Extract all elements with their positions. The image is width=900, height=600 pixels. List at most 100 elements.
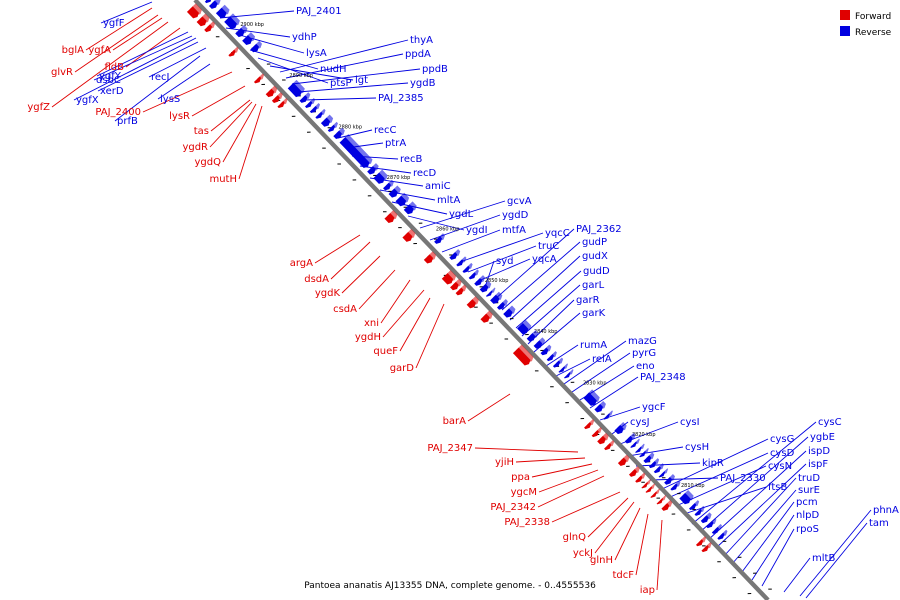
label-connector [474, 447, 579, 453]
reverse-gene-feature [643, 452, 655, 464]
reverse-gene-feature [624, 432, 636, 444]
forward-gene-feature [512, 344, 534, 366]
reverse-gene-feature [462, 262, 473, 273]
reverse-gene-label: recJ [151, 72, 170, 83]
label-connector [627, 446, 684, 457]
label-connectors [51, 1, 872, 599]
reverse-gene-label: amiC [425, 181, 451, 192]
forward-gene-feature [186, 3, 202, 19]
label-connector [380, 279, 411, 324]
forward-gene-feature [228, 46, 239, 57]
reverse-gene-feature [434, 233, 446, 244]
label-connector [531, 463, 593, 478]
reverse-gene-label: lysS [160, 94, 180, 105]
label-connector [587, 497, 629, 538]
label-connector [493, 228, 575, 301]
label-connector [191, 85, 246, 117]
gene-labels: bglA glvR ygfZ fldB ygfA PAJ_2400 lysR tas ygdR y… [27, 6, 899, 596]
forward-gene-feature [384, 210, 398, 224]
reverse-gene-label: truD [798, 473, 820, 484]
label-connector [656, 519, 663, 591]
reverse-gene-label: cysC [818, 417, 842, 428]
forward-gene-label: yckJ [573, 548, 593, 559]
reverse-gene-label: pyrG [632, 348, 656, 359]
label-connector [157, 63, 211, 100]
reverse-gene-label: ygdL [449, 209, 474, 220]
label-connector [509, 255, 581, 321]
reverse-gene-label: ppdB [422, 64, 448, 75]
reverse-gene-feature [711, 523, 722, 534]
reverse-gene-feature [533, 337, 546, 349]
reverse-gene-label: PAJ_2401 [296, 6, 342, 17]
label-connector [93, 35, 193, 81]
label-connector [783, 557, 811, 593]
reverse-gene-feature [468, 269, 479, 280]
reverse-gene-feature [639, 448, 649, 458]
label-connector [723, 477, 797, 557]
reverse-gene-label: yqcC [545, 228, 570, 239]
forward-gene-feature [635, 472, 646, 483]
reverse-gene-label: kipR [702, 458, 724, 469]
kbp-tick-label: 2900 kbp [240, 22, 264, 28]
reverse-gene-label: gudP [582, 237, 607, 248]
forward-gene-label: tdcF [612, 570, 634, 581]
reverse-gene-feature [540, 344, 552, 356]
reverse-gene-feature [242, 32, 256, 46]
reverse-gene-label: ygdB [410, 78, 436, 89]
reverse-gene-label: lgt [355, 75, 368, 86]
forward-gene-label: glnH [590, 555, 613, 566]
forward-gene-feature [277, 98, 288, 109]
label-connector [125, 27, 181, 68]
reverse-gene-feature [315, 108, 326, 119]
forward-gene-label: yjiH [495, 457, 514, 468]
reverse-gene-label: cysG [770, 434, 794, 445]
reverse-gene-feature [327, 121, 338, 132]
reverse-gene-feature [299, 92, 311, 103]
reverse-gene-label: ppdA [405, 49, 431, 60]
label-connector [100, 1, 153, 24]
kbp-tick-label: 2830 kbp [583, 381, 607, 387]
kbp-tick-label: 2810 kbp [681, 483, 705, 489]
label-connector [112, 17, 163, 51]
forward-gene-label: iap [640, 585, 655, 596]
forward-gene-feature [265, 85, 278, 98]
reverse-gene-label: cysH [685, 442, 709, 453]
reverse-gene-feature [485, 287, 496, 297]
label-connector [96, 31, 189, 77]
reverse-gene-feature [546, 351, 557, 362]
label-connector [571, 352, 631, 393]
reverse-gene-feature [224, 13, 240, 30]
forward-gene-feature [656, 495, 667, 505]
label-connector [614, 507, 641, 561]
kbp-tick-label: 2870 kbp [387, 175, 411, 181]
reverse-gene-feature [635, 443, 645, 453]
label-connector [358, 269, 396, 310]
forward-gene-label: ygdQ [195, 157, 222, 168]
label-connector [545, 344, 579, 367]
genome-axis: 2900 kbp 2890 kbp 2880 kbp 2870 kbp 2860 kbp… [193, 0, 772, 600]
reverse-gene-feature [388, 185, 401, 198]
axis-line [193, 0, 770, 600]
forward-gene-label: mutH [209, 174, 237, 185]
reverse-gene-label: ygfY [99, 71, 122, 82]
forward-gene-feature [441, 270, 457, 285]
forward-gene-feature [455, 284, 467, 296]
reverse-gene-feature [403, 201, 417, 215]
label-connector [279, 39, 409, 73]
forward-gene-feature [271, 92, 283, 103]
forward-gene-label: PAJ_2338 [504, 517, 550, 528]
label-connector [555, 358, 591, 377]
reverse-gene-label: ptsP [330, 78, 352, 89]
reverse-gene-feature [603, 410, 613, 420]
forward-gene-label: ygfZ [27, 102, 50, 113]
reverse-gene-feature [594, 400, 606, 413]
label-connector [635, 462, 701, 467]
reverse-gene-label: ygfF [103, 18, 125, 29]
reverse-gene-feature [658, 468, 669, 478]
reverse-gene-feature [250, 40, 262, 53]
reverse-gene-label: mtfA [502, 225, 526, 236]
reverse-gene-label: yqcA [532, 254, 557, 265]
forward-gene-label: PAJ_2400 [95, 107, 141, 118]
forward-gene-label: barA [443, 416, 467, 427]
reverse-gene-label: recC [374, 125, 397, 136]
